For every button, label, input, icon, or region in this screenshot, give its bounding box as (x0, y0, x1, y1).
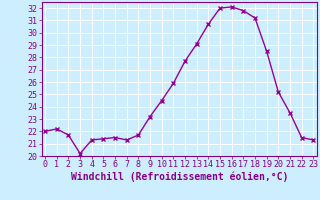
X-axis label: Windchill (Refroidissement éolien,°C): Windchill (Refroidissement éolien,°C) (70, 172, 288, 182)
